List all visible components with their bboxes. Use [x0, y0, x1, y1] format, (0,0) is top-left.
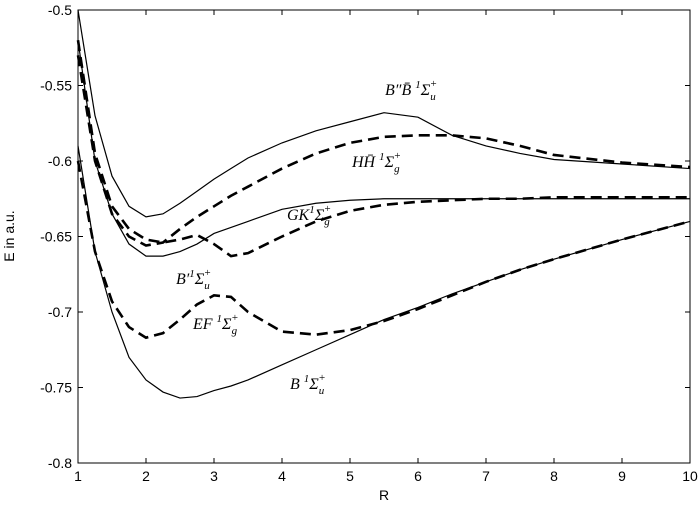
x-tick-label: 9: [618, 468, 626, 484]
y-tick-label: -0.5: [48, 2, 72, 18]
curve-label: GK1Σg+: [287, 203, 331, 228]
curve-label-part: 1: [304, 373, 310, 385]
curve-label-part: 1: [217, 313, 223, 325]
curve-label-part: 1: [415, 79, 421, 91]
curve-label-part: Σ: [221, 316, 232, 333]
x-tick-label: 10: [682, 468, 698, 484]
curve-label-part: EF: [192, 316, 217, 333]
curve-label-part: Σ: [384, 154, 395, 171]
x-tick-label: 6: [414, 468, 422, 484]
curve-label-part: +: [231, 312, 238, 324]
curve-label-part: 1: [379, 151, 385, 163]
y-tick-label: -0.6: [48, 153, 72, 169]
y-tick-label: -0.65: [40, 229, 72, 245]
curve: [76, 40, 690, 258]
curve-label-part: u: [319, 385, 325, 397]
y-tick-label: -0.55: [40, 78, 72, 94]
x-tick-label: 7: [482, 468, 490, 484]
curve-label-part: g: [324, 216, 330, 228]
y-tick-label: -0.7: [48, 304, 72, 320]
curve: [76, 160, 691, 340]
curve-label: B″B̄ 1Σu+: [385, 78, 437, 103]
x-tick-label: 5: [346, 468, 354, 484]
y-tick-label: -0.8: [48, 455, 72, 471]
curve-label-part: g: [394, 163, 400, 175]
x-axis-label: R: [379, 487, 389, 503]
curve-label: EF 1Σg+: [192, 312, 239, 337]
x-tick-label: 3: [210, 468, 218, 484]
curve-label-part: +: [430, 78, 437, 90]
curve-label: B 1Σu+: [290, 372, 326, 397]
curve-label-part: 1: [189, 268, 195, 280]
curve-label-part: Σ: [308, 376, 319, 393]
y-axis-label: E in a.u.: [1, 210, 17, 261]
curve-label-part: B: [290, 376, 304, 393]
y-tick-label: -0.75: [40, 380, 72, 396]
curve-label-part: +: [204, 267, 211, 279]
x-tick-label: 2: [142, 468, 150, 484]
curve-label-part: +: [318, 372, 325, 384]
curve-label-part: 1: [309, 204, 315, 216]
x-tick-label: 1: [74, 468, 82, 484]
curve: [76, 55, 691, 247]
curve-label-part: u: [430, 91, 436, 103]
curve-label-part: B″B̄: [385, 82, 415, 99]
curve-label-part: B′: [176, 271, 190, 288]
curve: [77, 40, 690, 257]
curve-label-part: Σ: [314, 207, 325, 224]
curve-label-part: Σ: [194, 271, 205, 288]
x-tick-label: 8: [550, 468, 558, 484]
curve-label-part: u: [204, 280, 210, 292]
curve-label-part: +: [324, 203, 331, 215]
curve: [77, 9, 691, 218]
curve-label: B′1Σu+: [176, 267, 211, 292]
curve-label: HH̄ 1Σg+: [351, 150, 401, 175]
curve-label-part: g: [232, 325, 238, 337]
x-tick-label: 4: [278, 468, 286, 484]
curve-label-part: Σ: [420, 82, 431, 99]
curve: [77, 145, 691, 399]
curve-label-part: +: [394, 150, 401, 162]
curve-label-part: HH̄: [351, 154, 379, 171]
curve-label-part: GK: [287, 207, 311, 224]
